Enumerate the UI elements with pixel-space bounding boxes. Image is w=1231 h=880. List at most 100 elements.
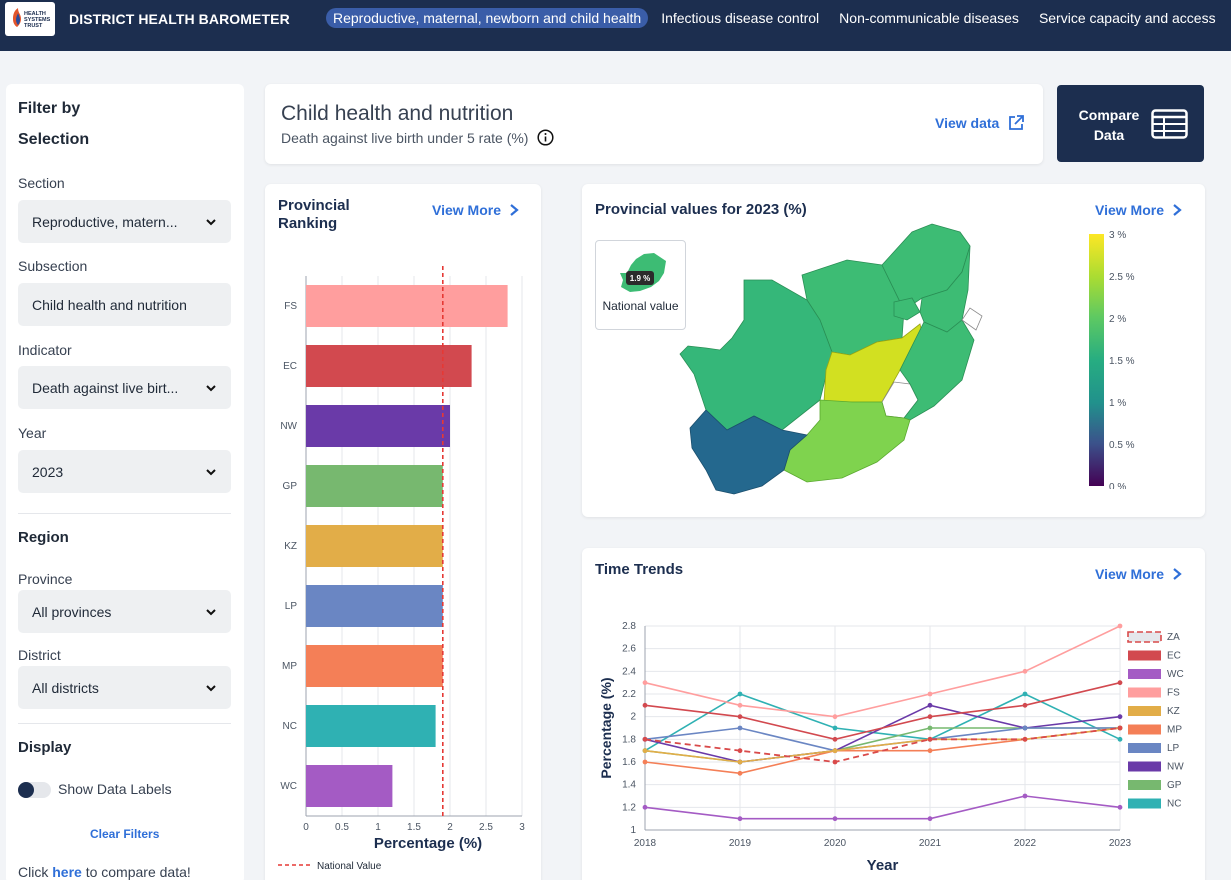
bar-nc[interactable] bbox=[306, 705, 436, 747]
data-point-fs[interactable] bbox=[1022, 668, 1028, 674]
y-tick-label: FS bbox=[284, 301, 297, 312]
data-point-wc[interactable] bbox=[1022, 793, 1028, 799]
year-select[interactable]: 2023 bbox=[18, 450, 231, 493]
series-line-ec[interactable] bbox=[644, 681, 1121, 741]
data-point-wc[interactable] bbox=[1117, 804, 1123, 810]
data-point-za[interactable] bbox=[737, 748, 743, 754]
data-point-mp[interactable] bbox=[642, 759, 648, 765]
compare-hint-prefix: Click bbox=[18, 864, 53, 880]
logo[interactable]: HEALTH SYSTEMS TRUST bbox=[5, 2, 55, 36]
data-point-nc[interactable] bbox=[832, 725, 838, 731]
data-point-wc[interactable] bbox=[642, 804, 648, 810]
legend-tick-label: 0.5 % bbox=[1109, 440, 1135, 451]
data-point-mp[interactable] bbox=[737, 770, 743, 776]
trends-view-more-link[interactable]: View More bbox=[1095, 566, 1182, 582]
external-link-icon bbox=[1009, 115, 1025, 130]
data-point-ec[interactable] bbox=[832, 736, 838, 742]
data-point-kz[interactable] bbox=[642, 748, 648, 754]
data-point-kz[interactable] bbox=[832, 748, 838, 754]
legend-swatch-nw[interactable] bbox=[1128, 761, 1161, 772]
data-point-gp[interactable] bbox=[927, 725, 933, 731]
legend-swatch-nc[interactable] bbox=[1128, 798, 1161, 809]
map-region-gp[interactable] bbox=[893, 297, 921, 321]
map-region-wc[interactable] bbox=[689, 409, 808, 495]
compare-data-button[interactable]: Compare Data bbox=[1057, 85, 1204, 162]
legend-swatch-kz[interactable] bbox=[1128, 706, 1161, 716]
data-point-wc[interactable] bbox=[832, 816, 838, 822]
app-title[interactable]: DISTRICT HEALTH BAROMETER bbox=[69, 11, 290, 27]
x-axis-title: Year bbox=[867, 857, 899, 874]
show-data-labels-toggle[interactable] bbox=[18, 782, 51, 798]
series-line-za[interactable] bbox=[644, 727, 1121, 763]
x-tick-label: 2023 bbox=[1109, 838, 1132, 849]
data-point-fs[interactable] bbox=[927, 691, 933, 697]
bar-ec[interactable] bbox=[306, 345, 472, 387]
bar-nw[interactable] bbox=[306, 405, 450, 447]
data-point-nc[interactable] bbox=[1117, 736, 1123, 742]
legend-swatch-ec[interactable] bbox=[1128, 650, 1161, 661]
logo-text-1: HEALTH bbox=[24, 11, 46, 17]
data-point-wc[interactable] bbox=[927, 816, 933, 822]
data-point-fs[interactable] bbox=[642, 680, 648, 686]
data-point-nc[interactable] bbox=[1022, 691, 1028, 697]
map-view-more-link[interactable]: View More bbox=[1095, 202, 1182, 218]
bar-fs[interactable] bbox=[306, 285, 508, 327]
subsection-field[interactable]: Child health and nutrition bbox=[18, 283, 231, 326]
data-point-nc[interactable] bbox=[737, 691, 743, 697]
data-point-nw[interactable] bbox=[927, 702, 933, 708]
data-point-za[interactable] bbox=[927, 736, 933, 742]
legend-swatch-lp[interactable] bbox=[1128, 743, 1161, 753]
data-point-wc[interactable] bbox=[737, 816, 743, 822]
data-point-fs[interactable] bbox=[832, 714, 838, 720]
legend-swatch-mp[interactable] bbox=[1128, 724, 1161, 735]
map-region-kz[interactable] bbox=[899, 319, 975, 421]
data-point-fs[interactable] bbox=[1117, 623, 1123, 629]
data-point-za[interactable] bbox=[642, 736, 648, 742]
indicator-subtitle-row: Death against live birth under 5 rate (%… bbox=[281, 129, 555, 146]
info-icon[interactable] bbox=[537, 129, 555, 146]
bar-kz[interactable] bbox=[306, 525, 443, 567]
bar-gp[interactable] bbox=[306, 465, 443, 507]
data-point-ec[interactable] bbox=[1117, 680, 1123, 686]
data-point-ec[interactable] bbox=[737, 714, 743, 720]
data-point-ec[interactable] bbox=[1022, 702, 1028, 708]
map-region-mp[interactable] bbox=[919, 245, 971, 333]
bar-wc[interactable] bbox=[306, 765, 393, 807]
bar-mp[interactable] bbox=[306, 645, 443, 687]
series-line-kz[interactable] bbox=[644, 727, 1121, 763]
compare-here-link[interactable]: here bbox=[52, 864, 82, 880]
data-point-za[interactable] bbox=[1117, 725, 1123, 731]
clear-filters-button[interactable]: Clear Filters bbox=[90, 827, 160, 841]
section-select[interactable]: Reproductive, matern... bbox=[18, 200, 231, 243]
data-point-lp[interactable] bbox=[1022, 725, 1028, 731]
legend-swatch-wc[interactable] bbox=[1128, 669, 1161, 679]
national-value-box[interactable]: 1.9 % National value bbox=[595, 240, 686, 330]
bar-lp[interactable] bbox=[306, 585, 443, 627]
ranking-view-more-link[interactable]: View More bbox=[432, 202, 519, 218]
data-point-kz[interactable] bbox=[737, 759, 743, 765]
view-data-link[interactable]: View data bbox=[935, 114, 1025, 132]
data-point-za[interactable] bbox=[1022, 736, 1028, 742]
legend-swatch-fs[interactable] bbox=[1128, 687, 1161, 698]
data-point-nw[interactable] bbox=[1117, 714, 1123, 720]
data-point-za[interactable] bbox=[832, 759, 838, 765]
district-select[interactable]: All districts bbox=[18, 666, 231, 709]
nav-item-service-capacity[interactable]: Service capacity and access bbox=[1038, 10, 1216, 26]
province-select[interactable]: All provinces bbox=[18, 590, 231, 633]
data-point-fs[interactable] bbox=[737, 702, 743, 708]
indicator-select[interactable]: Death against live birt... bbox=[18, 366, 231, 409]
series-line-wc[interactable] bbox=[644, 795, 1121, 820]
data-point-ec[interactable] bbox=[927, 714, 933, 720]
trends-title: Time Trends bbox=[595, 561, 684, 578]
series-line-fs[interactable] bbox=[644, 625, 1121, 718]
nav-item-ncd[interactable]: Non-communicable diseases bbox=[839, 10, 1019, 26]
legend-swatch-za[interactable] bbox=[1127, 631, 1162, 643]
data-point-ec[interactable] bbox=[642, 702, 648, 708]
legend-swatch-gp[interactable] bbox=[1128, 780, 1161, 790]
nav-item-infectious[interactable]: Infectious disease control bbox=[661, 10, 820, 26]
nav-item-rmnch[interactable]: Reproductive, maternal, newborn and chil… bbox=[326, 8, 649, 28]
series-line-nc[interactable] bbox=[644, 693, 1121, 752]
data-point-lp[interactable] bbox=[737, 725, 743, 731]
chevron-right-icon bbox=[1173, 568, 1182, 580]
data-point-mp[interactable] bbox=[927, 748, 933, 754]
